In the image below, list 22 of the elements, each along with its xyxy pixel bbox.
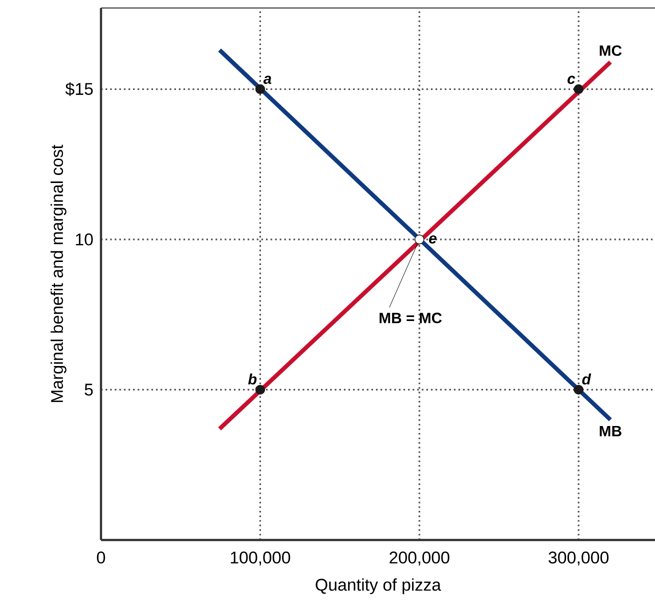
annotation: a [263, 76, 272, 84]
x-axis-title: Quantity of pizza [316, 578, 442, 594]
point [574, 84, 584, 94]
point [255, 384, 266, 395]
x-tick-label: 0 [96, 552, 106, 564]
annotation: MB = MC [380, 312, 442, 324]
annotation: d [582, 374, 592, 385]
series-label: MC [600, 45, 622, 56]
x-tick-label: 200,000 [390, 552, 450, 566]
point [414, 234, 424, 244]
point [574, 384, 584, 395]
annotation: e [429, 235, 436, 244]
y-axis-title: Marginal benefit and marginal cost [50, 144, 66, 402]
x-tick-label: 100,000 [230, 552, 290, 566]
annotation: b [248, 374, 257, 385]
annotation: c [568, 76, 576, 84]
point [255, 84, 266, 94]
series-label: MB [600, 426, 622, 436]
y-tick-label: 10 [76, 233, 93, 246]
y-tick-label: $15 [65, 82, 93, 96]
y-tick-label: 5 [84, 384, 93, 396]
x-tick-label: 300,000 [548, 552, 609, 566]
